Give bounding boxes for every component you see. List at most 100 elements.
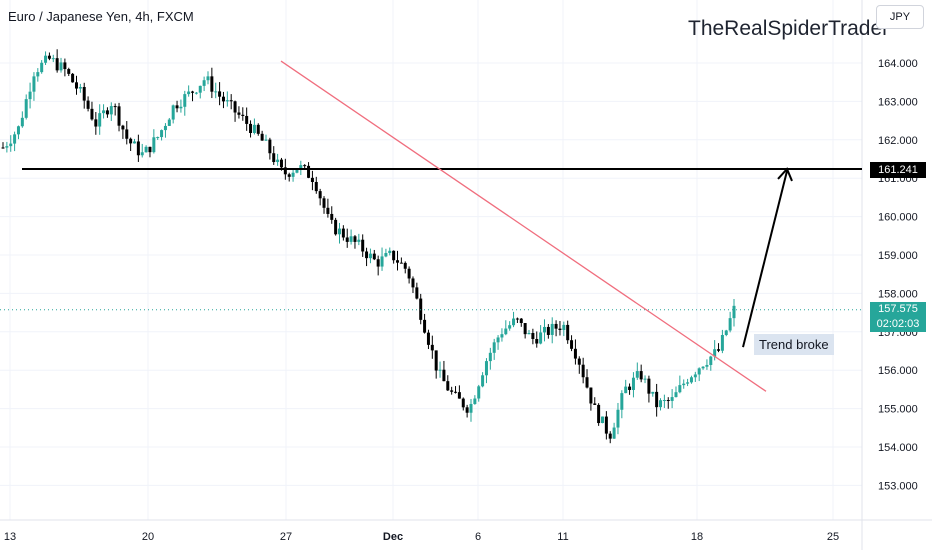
candle [384,248,388,258]
candle-body [628,386,632,390]
candle [604,411,608,440]
candle-body [655,391,659,408]
candle-body [353,236,357,242]
candle [16,125,20,140]
candle-body [705,364,709,367]
candle [345,228,349,248]
candle [299,160,303,176]
candle-body [279,159,283,168]
candle [465,404,469,418]
candle-body [191,91,195,93]
candle-body [399,262,403,264]
candle [473,395,477,405]
candle [322,196,326,214]
candle-body [140,152,144,156]
currency-button[interactable]: JPY [876,5,924,29]
candle [484,358,488,384]
candle [589,387,593,411]
candle [635,362,639,380]
candle [620,390,624,419]
candle-body [376,259,380,267]
candle [662,394,666,409]
candle-body [299,165,303,170]
candle-body [40,62,44,73]
candle-body [508,325,512,329]
price-axis: 164.000163.000162.000161.000160.000159.0… [878,58,918,492]
candle-body [620,393,624,410]
candle [573,339,577,365]
candle-body [531,333,535,339]
candle-body [67,69,71,74]
candle-body [129,138,133,144]
candle-body [156,137,160,139]
candle [535,331,539,348]
candle [504,320,508,336]
candle-body [473,398,477,405]
candle-body [689,377,693,383]
candle [512,311,516,328]
candle-body [86,100,90,109]
candle [674,386,678,398]
candle-body [438,369,442,371]
candle-body [415,287,419,299]
candle-body [504,328,508,335]
y-tick-label: 153.000 [878,480,918,492]
candle-body [16,126,20,135]
overlay-lines [0,60,862,392]
candle-body [392,250,396,261]
candle-body [372,253,376,260]
candle [732,298,736,327]
candle [47,52,51,61]
candle [113,103,117,116]
candle-body [82,86,86,101]
candle [78,83,82,93]
candle [728,311,732,333]
candle [237,106,241,119]
candle [550,317,554,344]
candle-body [523,323,527,335]
candle [461,397,465,411]
candle-body [245,115,249,124]
candle-body [550,323,554,335]
candle [163,123,167,138]
candle-body [388,250,392,254]
candle [121,124,125,139]
candle [256,123,260,136]
candle [717,343,721,353]
candle [678,375,682,394]
candle [86,96,90,112]
candle [109,102,113,121]
candle [187,85,191,97]
candle [419,293,423,325]
candle [705,359,709,370]
candle [210,67,214,99]
candle-body [47,55,51,59]
candle [353,235,357,249]
candle-body [577,358,581,365]
candle [264,134,268,141]
candle-body [682,383,686,386]
candle-body [175,105,179,109]
candle-body [318,191,322,199]
candle [349,229,353,245]
candle-body [55,58,59,71]
candle-body [167,119,171,126]
candle [63,58,67,77]
candle [206,71,210,85]
candle [67,67,71,77]
candle [260,130,264,141]
candle [361,234,365,257]
candle [1,142,5,149]
candle-body [469,404,473,413]
watermark: TheRealSpiderTrader [688,17,890,40]
candle [291,168,295,182]
candle-body [163,125,167,131]
candle-body [307,165,311,178]
candle-body [322,198,326,208]
candle-body [63,62,67,70]
downtrend-line [280,60,767,392]
candle [225,91,229,107]
trend-broke-label: Trend broke [754,334,834,355]
candle [554,320,558,337]
